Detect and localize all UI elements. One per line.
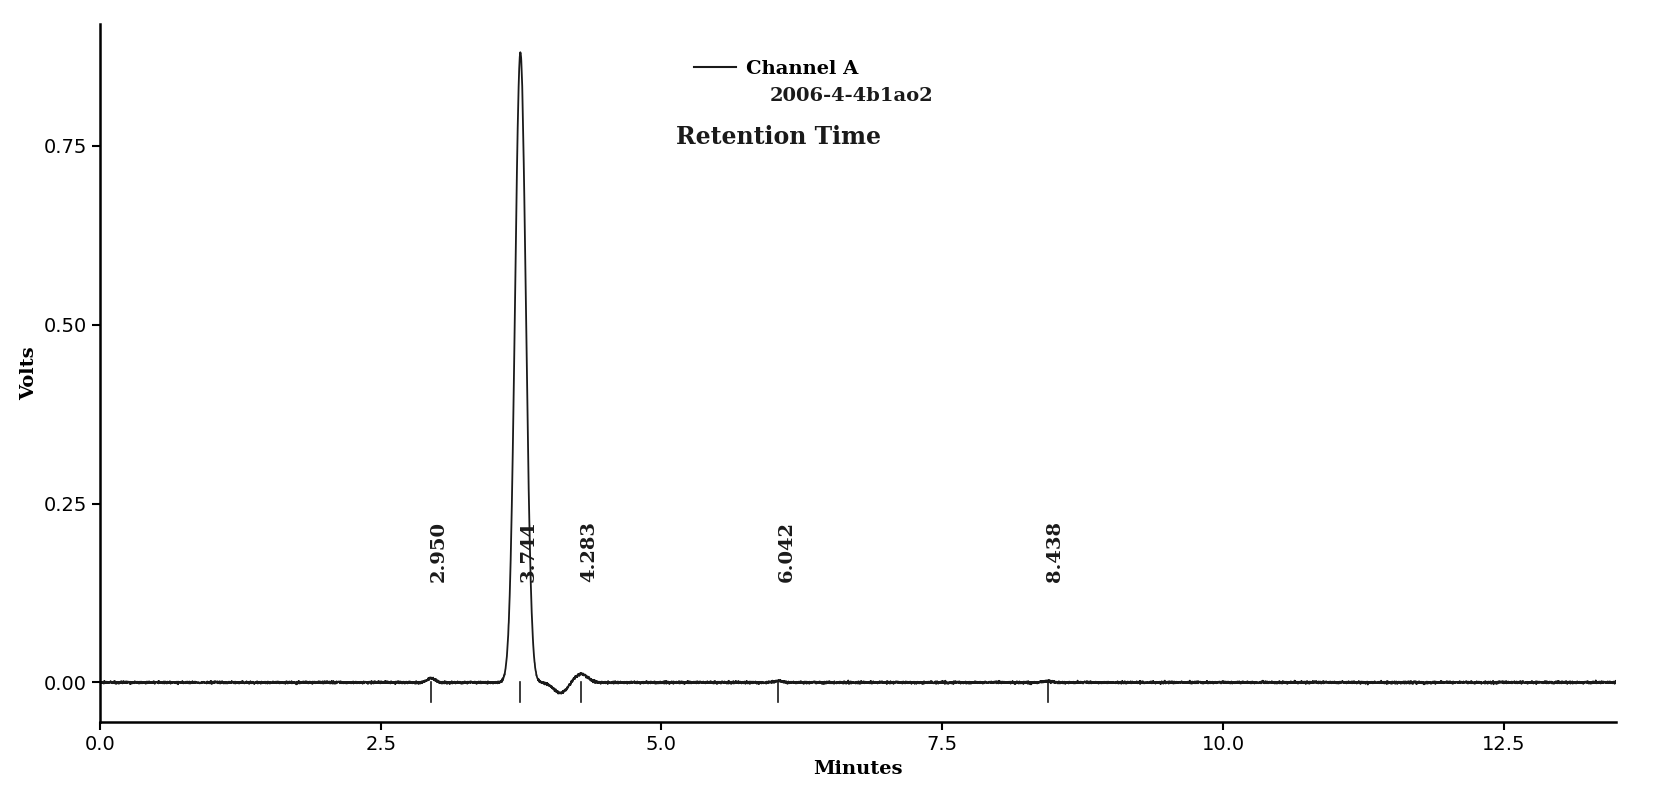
- Y-axis label: Volts: Volts: [20, 346, 38, 399]
- Text: Retention Time: Retention Time: [676, 125, 881, 149]
- Text: 6.042: 6.042: [778, 521, 795, 582]
- Text: 4.283: 4.283: [580, 521, 598, 582]
- Legend: Channel A: Channel A: [686, 51, 866, 86]
- Text: 2006-4-4b1ao2: 2006-4-4b1ao2: [770, 87, 933, 105]
- Text: 2.950: 2.950: [430, 521, 448, 582]
- Text: 8.438: 8.438: [1046, 521, 1065, 582]
- X-axis label: Minutes: Minutes: [813, 759, 903, 778]
- Text: 3.744: 3.744: [520, 521, 536, 582]
